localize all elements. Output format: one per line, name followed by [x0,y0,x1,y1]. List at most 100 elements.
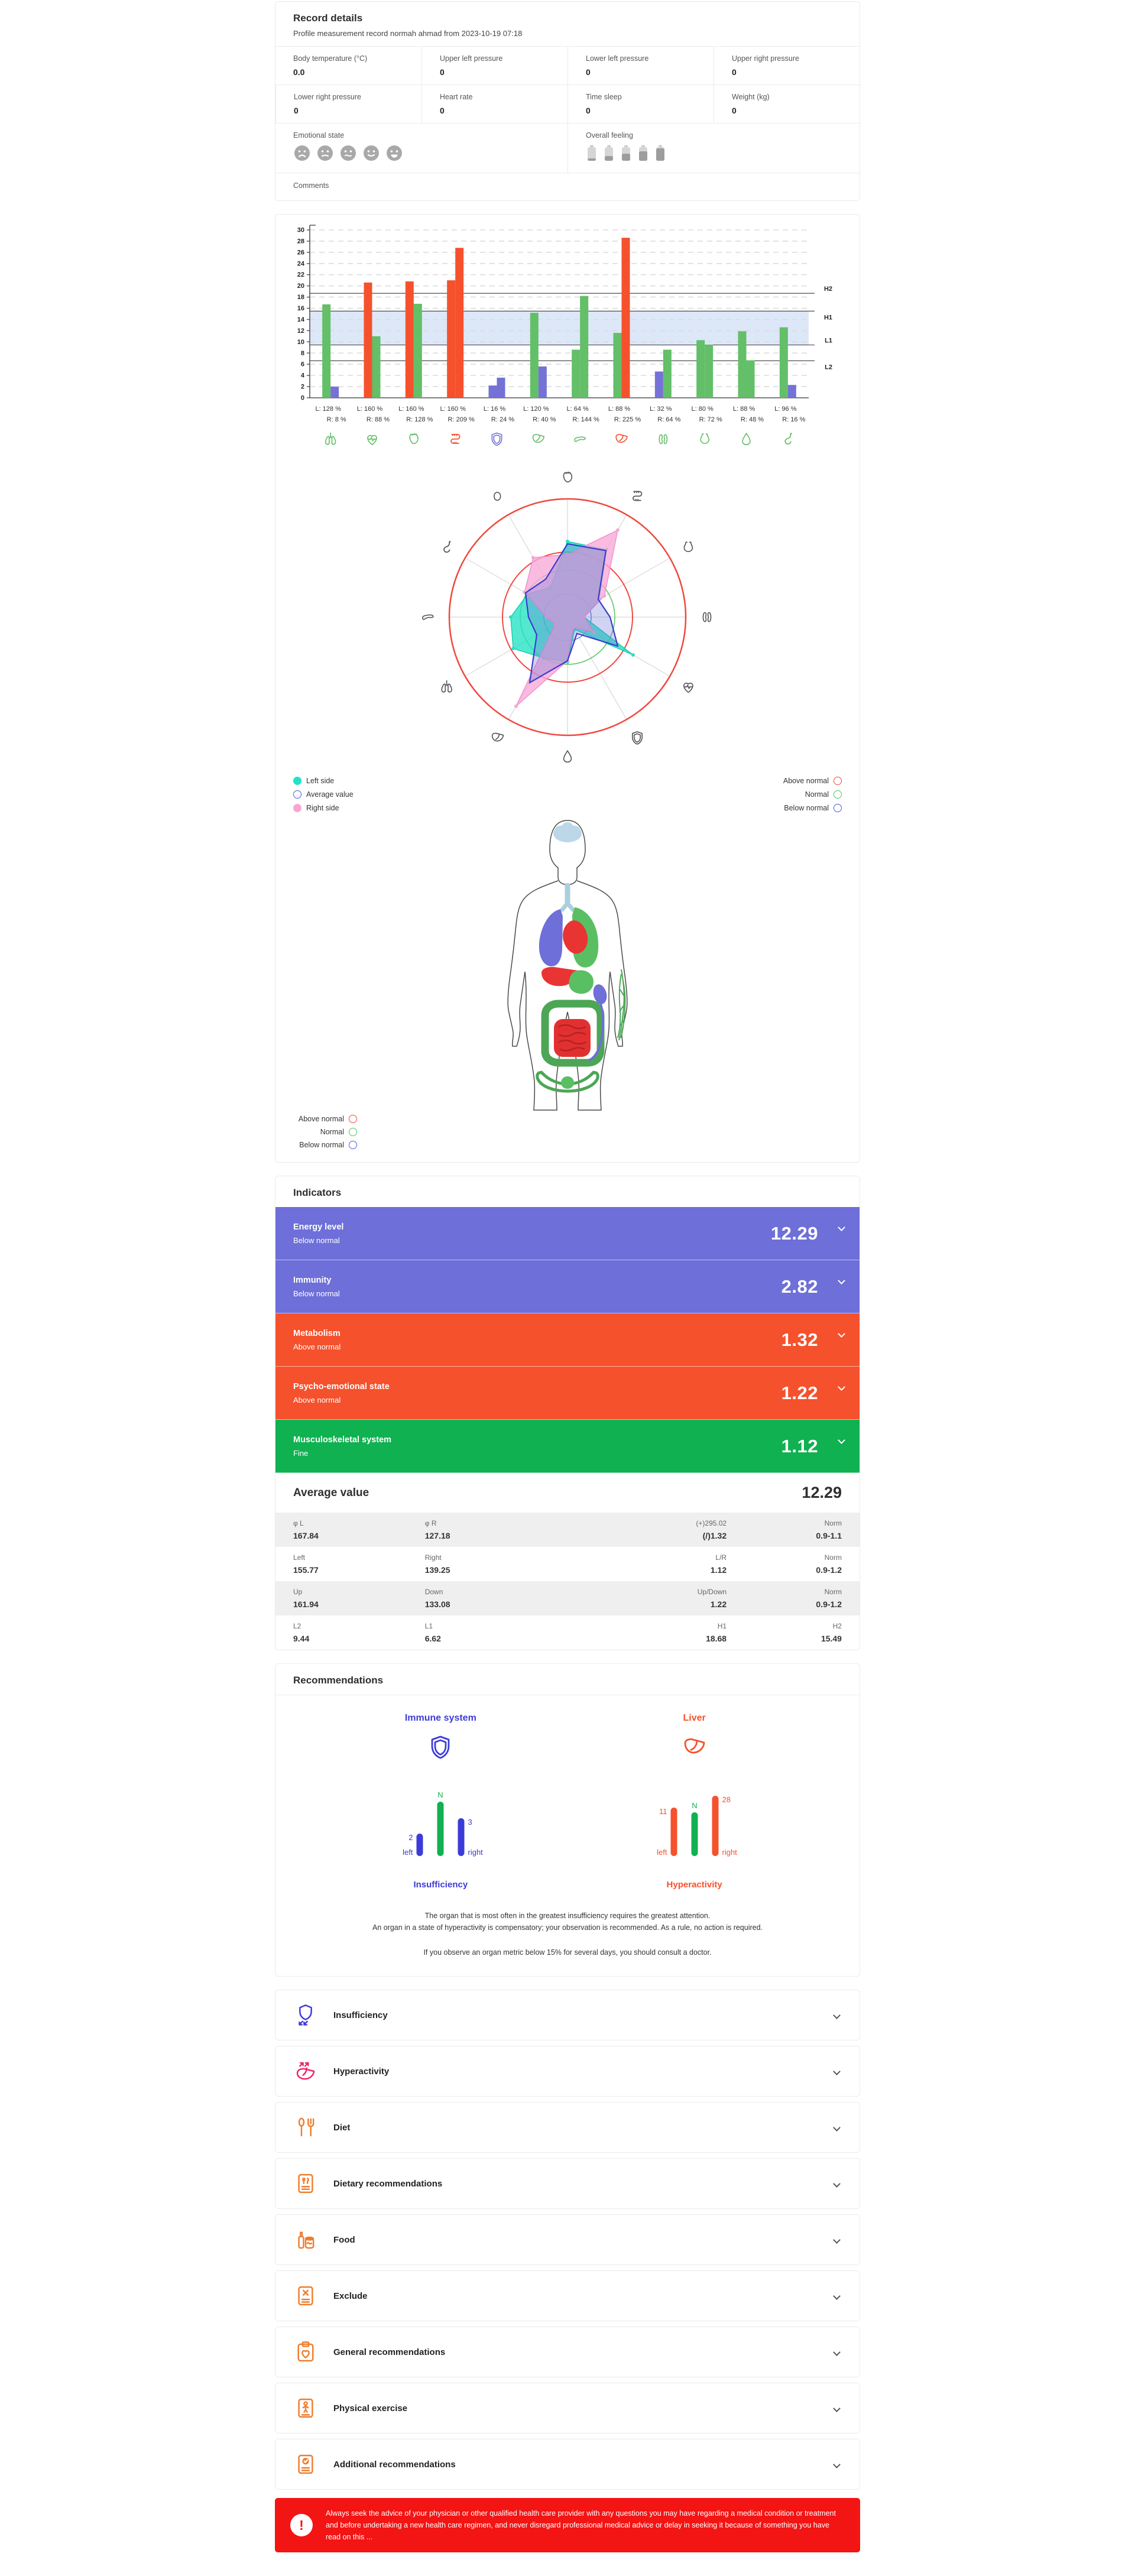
heart-pulse-icon [367,434,377,446]
svg-text:L: 120 %: L: 120 % [523,405,549,413]
accordion-exclude[interactable]: Exclude [275,2270,860,2321]
svg-text:N: N [438,1790,443,1799]
svg-text:12: 12 [297,327,304,335]
lungs-icon [441,680,452,693]
accordion-insufficiency[interactable]: Insufficiency [275,1990,860,2040]
chevron-down-icon[interactable] [838,1224,845,1231]
liver-icon [532,434,544,443]
chevron-down-icon[interactable] [833,2404,841,2412]
battery-level-icon[interactable] [603,144,615,165]
accordion-diet[interactable]: Diet [275,2102,860,2153]
below-normal-ring-icon [349,1141,357,1149]
accordion-dietary-recommendations[interactable]: Dietary recommendations [275,2158,860,2209]
overall-feeling-label: Overall feeling [586,131,633,139]
head-outline [549,820,586,885]
svg-text:3: 3 [468,1818,472,1826]
spleen-organ [593,984,607,1004]
field-weight: Weight (kg) 0 [714,85,860,123]
right-lung-organ [539,909,563,966]
field-time-sleep: Time sleep 0 [568,85,714,123]
field-upper-left-pressure: Upper left pressure 0 [421,47,568,85]
chevron-down-icon[interactable] [838,1383,845,1391]
svg-text:L: 64 %: L: 64 % [567,405,589,413]
chevron-down-icon[interactable] [838,1436,845,1444]
svg-text:H2: H2 [824,285,832,293]
radar-chart [275,460,860,771]
mood-good-icon[interactable] [362,144,380,165]
chevron-down-icon[interactable] [833,2460,841,2468]
legend-left-side: Left side [293,777,354,785]
mood-neutral-icon[interactable] [339,144,357,165]
mood-great-icon[interactable] [385,144,403,165]
svg-text:R: 48 %: R: 48 % [741,416,764,423]
accordion-food[interactable]: Food [275,2214,860,2265]
kidneys-icon [659,434,668,445]
accordion-general-recommendations[interactable]: General recommendations [275,2327,860,2377]
battery-level-icon[interactable] [654,144,666,165]
shield-arrows-down-icon [299,2004,312,2026]
battery-level-icon[interactable] [620,144,632,165]
accordion-hyperactivity[interactable]: Hyperactivity [275,2046,860,2097]
field-lower-left-pressure: Lower left pressure 0 [568,47,714,85]
chevron-down-icon[interactable] [833,2067,841,2075]
battery-level-icon[interactable] [637,144,649,165]
svg-text:2: 2 [409,1833,413,1842]
accordion-additional-recommendations[interactable]: Additional recommendations [275,2439,860,2490]
food-jars-icon [298,2231,314,2249]
recommendations-title: Recommendations [293,1675,384,1686]
stomach-icon [443,541,451,553]
recommendation-notes: The organ that is most often in the grea… [372,1912,763,1957]
comments-field[interactable]: Comments [275,173,860,200]
svg-text:left: left [657,1848,667,1857]
mood-very-sad-icon[interactable] [293,144,311,165]
heart-pulse-icon [683,682,693,693]
torso-outline [507,880,628,1111]
indicator-immunity[interactable]: Immunity Below normal 2.82 [275,1260,860,1313]
bladder-organ [561,1076,574,1089]
arm-vessels [617,969,626,1041]
indicator-energy-level[interactable]: Energy level Below normal 12.29 [275,1207,860,1260]
indicator-musculoskeletal-system[interactable]: Musculoskeletal system Fine 1.12 [275,1420,860,1473]
svg-text:11: 11 [659,1807,667,1816]
document-check-icon [298,2454,313,2474]
chevron-down-icon[interactable] [838,1330,845,1338]
exclamation-icon: ! [290,2514,313,2536]
normal-ring-icon [349,1128,357,1136]
small-intestine-organ [554,1019,591,1057]
battery-level-icon[interactable] [586,144,598,165]
legend-below-normal: Below normal [783,804,842,812]
overall-feeling-block: Overall feeling [568,124,860,173]
intestine-icon [450,433,461,444]
indicator-psycho-emotional-state[interactable]: Psycho-emotional state Above normal 1.22 [275,1367,860,1420]
chevron-down-icon[interactable] [833,2179,841,2188]
cutlery-icon [298,2117,314,2137]
lungs-icon [325,432,336,445]
chevron-down-icon[interactable] [833,2348,841,2356]
chevron-down-icon[interactable] [833,2292,841,2300]
average-value-row: Average value 12.29 [293,1484,842,1501]
shield-icon [632,731,643,745]
record-fields-grid: Body temperature (°C) 0.0 Upper left pre… [275,46,860,123]
svg-text:right: right [468,1848,484,1857]
chevron-down-icon[interactable] [833,2236,841,2244]
chevron-down-icon[interactable] [833,2011,841,2019]
chevron-down-icon[interactable] [833,2123,841,2131]
accordion-physical-exercise[interactable]: Physical exercise [275,2383,860,2434]
kidneys-icon [702,612,712,622]
gallbladder-icon [563,750,572,763]
indicator-metabolism[interactable]: Metabolism Above normal 1.32 [275,1313,860,1367]
above-normal-ring-icon [834,777,842,785]
svg-text:28: 28 [297,238,304,245]
svg-text:L: 96 %: L: 96 % [774,405,797,413]
svg-text:L1: L1 [825,338,832,345]
svg-text:16: 16 [297,305,304,312]
heart-icon [409,433,419,445]
mood-sad-icon[interactable] [316,144,334,165]
average-value: 12.29 [802,1484,842,1501]
trachea [560,883,575,912]
clipboard-heart-icon [297,2341,314,2362]
chevron-down-icon[interactable] [838,1277,845,1284]
heart-icon [563,471,573,483]
svg-text:R: 128 %: R: 128 % [406,416,433,423]
liver-icon [491,732,504,742]
